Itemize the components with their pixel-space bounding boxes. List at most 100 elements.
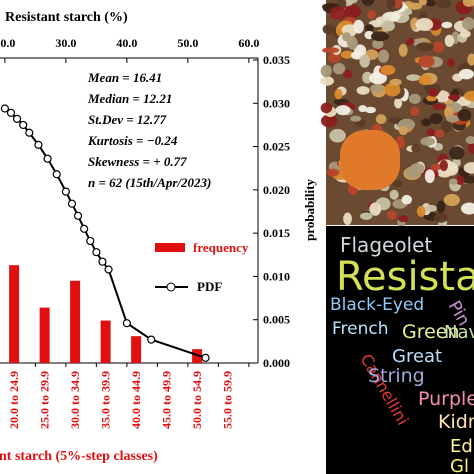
bean xyxy=(465,136,474,145)
bean xyxy=(375,114,387,125)
bean xyxy=(424,204,438,212)
bean xyxy=(449,146,465,160)
bean xyxy=(389,189,399,200)
bean xyxy=(433,142,443,151)
y2-tick-label: 0.035 xyxy=(263,53,290,67)
bar xyxy=(70,280,81,363)
bean xyxy=(392,180,403,188)
bean xyxy=(410,106,420,117)
x-tick-label: 60.0 xyxy=(238,36,259,50)
bean xyxy=(326,168,340,177)
lentil-pile xyxy=(340,130,400,190)
bean xyxy=(415,18,434,31)
cloud-word: String xyxy=(368,365,425,387)
cloud-word: Green xyxy=(402,321,460,343)
pdf-point xyxy=(0,104,9,113)
bean xyxy=(360,212,373,220)
bean xyxy=(340,50,354,59)
y2-tick-label: 0.010 xyxy=(263,269,290,283)
bean xyxy=(436,200,446,214)
bar xyxy=(39,307,50,363)
bean xyxy=(441,21,453,29)
bean xyxy=(439,159,448,172)
category-label: 55.0 to 59.9 xyxy=(221,371,235,429)
bean xyxy=(443,193,460,207)
stat-text: St.Dev = 12.77 xyxy=(88,112,167,127)
bean xyxy=(433,212,448,223)
category-label: 45.0 to 49.9 xyxy=(160,371,174,429)
bean xyxy=(350,51,364,60)
x-tick-label: 40.0 xyxy=(116,36,137,50)
bean xyxy=(407,2,422,10)
category-label: 30.0 to 34.9 xyxy=(68,371,82,429)
pdf-point xyxy=(201,353,210,362)
bean xyxy=(406,74,421,82)
bean xyxy=(428,88,439,97)
bean xyxy=(430,163,442,171)
x-tick-label: 20.0 xyxy=(0,36,15,50)
bean xyxy=(457,109,472,122)
bean xyxy=(459,30,471,38)
bean xyxy=(461,202,474,215)
cloud-word: Gl xyxy=(450,456,469,474)
cloud-word: Black-Eyed xyxy=(330,295,424,315)
bean xyxy=(327,52,341,63)
bean xyxy=(424,169,435,184)
legend-swatch xyxy=(166,282,176,292)
stat-text: Skewness = + 0.77 xyxy=(88,154,187,169)
cloud-word: Flageolet xyxy=(340,233,432,257)
pdf-point xyxy=(80,224,89,233)
bean xyxy=(444,34,455,47)
bean xyxy=(432,41,445,53)
bean xyxy=(320,64,332,78)
bean xyxy=(380,64,396,76)
bean xyxy=(377,49,390,63)
bean xyxy=(320,114,338,128)
bean xyxy=(358,105,368,113)
y2-tick-label: 0.005 xyxy=(263,313,290,327)
bean xyxy=(359,54,371,68)
bean xyxy=(372,39,384,50)
bean xyxy=(365,106,376,114)
y2-tick-label: 0.000 xyxy=(263,356,290,370)
bean xyxy=(463,162,474,174)
stat-text: Kurtosis = −0.24 xyxy=(87,133,178,148)
stat-text: Median = 12.21 xyxy=(87,91,172,106)
bean xyxy=(389,78,402,86)
bean xyxy=(463,90,474,102)
x-tick-label: 50.0 xyxy=(177,36,198,50)
bean xyxy=(320,102,333,114)
bean xyxy=(418,55,435,68)
pdf-point xyxy=(73,211,83,220)
bean xyxy=(458,68,474,80)
bean xyxy=(426,128,436,137)
category-label: 40.0 to 44.9 xyxy=(129,371,143,429)
pdf-point xyxy=(92,248,101,257)
bean xyxy=(415,42,434,52)
bean xyxy=(420,136,436,146)
bean xyxy=(420,118,432,127)
bean xyxy=(353,19,364,34)
bean xyxy=(418,74,432,86)
cloud-word: Nav xyxy=(444,322,474,343)
cloud-word: Great xyxy=(392,346,442,367)
bean xyxy=(384,82,401,97)
pdf-point xyxy=(104,265,113,274)
bean xyxy=(329,6,347,21)
pdf-point xyxy=(34,140,43,149)
bean xyxy=(397,215,409,223)
legend-label: frequency xyxy=(193,240,249,255)
bean xyxy=(362,71,373,84)
category-label: 50.0 to 54.9 xyxy=(190,371,204,429)
cloud-word: Ed xyxy=(450,436,473,457)
pdf-point xyxy=(61,187,70,196)
category-label: 25.0 to 29.9 xyxy=(38,371,52,429)
category-label: 35.0 to 39.9 xyxy=(99,371,113,429)
bean xyxy=(408,93,421,105)
y2-tick-label: 0.030 xyxy=(263,96,290,110)
pdf-point xyxy=(25,128,34,137)
bar xyxy=(131,336,142,363)
pdf-point xyxy=(147,335,156,344)
bean xyxy=(371,31,389,42)
